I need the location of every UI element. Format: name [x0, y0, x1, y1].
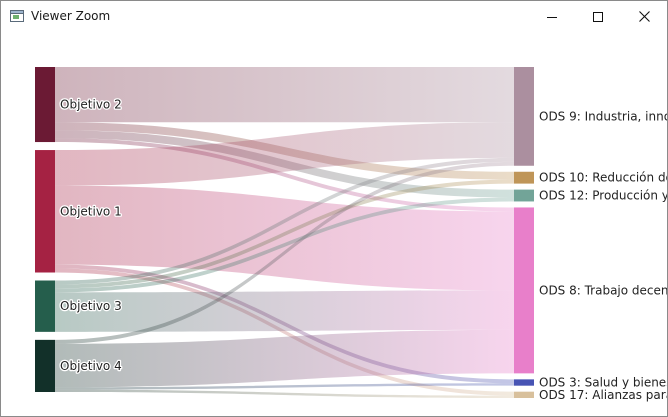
sankey-node-objetivo-3[interactable] — [35, 280, 55, 332]
sankey-source-label: Objetivo 3 — [60, 299, 122, 313]
sankey-source-label: Objetivo 4 — [60, 359, 122, 373]
sankey-target-label: ODS 10: Reducción de — [539, 171, 667, 185]
sankey-link-objetivo-1-to-ods-17-alianzas-para[interactable] — [55, 268, 514, 396]
sankey-node-ods-3-salud-y-bienestar[interactable] — [514, 379, 534, 386]
sankey-link-objetivo-3-to-ods-9-industria-innovaci-n[interactable] — [55, 157, 514, 285]
sankey-node-ods-12-producci-n-y[interactable] — [514, 189, 534, 202]
sankey-link-objetivo-4-to-ods-8-trabajo-decente[interactable] — [55, 329, 514, 388]
sankey-target-label: ODS 17: Alianzas para — [539, 388, 667, 402]
sankey-node-objetivo-2[interactable] — [35, 67, 55, 143]
minimize-button[interactable] — [529, 1, 575, 32]
maximize-button[interactable] — [575, 1, 621, 32]
maximize-icon — [593, 11, 603, 22]
sankey-link-objetivo-3-to-ods-12-producci-n-y[interactable] — [55, 197, 514, 293]
minimize-icon — [547, 16, 557, 18]
sankey-link-objetivo-1-to-ods-8-trabajo-decente[interactable] — [55, 185, 514, 291]
sankey-labels: Objetivo 2 Objetivo 1 Objetivo 3 Objetivo 4… — [59, 96, 667, 402]
sankey-target-label: ODS 3: Salud y bienestar — [539, 376, 667, 390]
chart-area: Objetivo 2 Objetivo 1 Objetivo 3 Objetivo 4… — [1, 32, 667, 416]
sankey-source-label: Objetivo 1 — [60, 204, 122, 218]
sankey-target-label: ODS 9: Industria, innovación — [539, 109, 667, 123]
sankey-node-ods-17-alianzas-para[interactable] — [514, 391, 534, 398]
sankey-link-objetivo-4-to-ods-17-alianzas-para[interactable] — [55, 389, 514, 398]
sankey-link-objetivo-2-to-ods-9-industria-innovaci-n[interactable] — [55, 67, 514, 123]
sankey-link-objetivo-4-to-ods-9-industria-innovaci-n[interactable] — [55, 161, 514, 344]
sankey-link-objetivo-4-to-ods-3-salud-y-bienestar[interactable] — [55, 383, 514, 390]
sankey-link-objetivo-2-to-ods-8-trabajo-decente[interactable] — [55, 138, 514, 212]
sankey-node-ods-8-trabajo-decente[interactable] — [514, 207, 534, 374]
sankey-node-objetivo-4[interactable] — [35, 339, 55, 392]
sankey-nodes — [35, 67, 534, 398]
title-bar[interactable]: Viewer Zoom — [1, 1, 667, 32]
sankey-node-objetivo-1[interactable] — [35, 150, 55, 273]
sankey-link-objetivo-1-to-ods-9-industria-innovaci-n[interactable] — [55, 122, 514, 186]
window-title: Viewer Zoom — [31, 9, 111, 23]
sankey-chart: Objetivo 2 Objetivo 1 Objetivo 3 Objetivo 4… — [35, 67, 667, 402]
sankey-links — [55, 67, 514, 398]
sankey-node-ods-10-reducci-n-de[interactable] — [514, 171, 534, 184]
sankey-node-ods-9-industria-innovaci-n[interactable] — [514, 67, 534, 166]
sankey-target-label: ODS 8: Trabajo decente — [539, 283, 667, 297]
close-icon — [638, 11, 650, 22]
close-button[interactable] — [621, 1, 667, 32]
sankey-target-label: ODS 12: Producción y — [539, 189, 667, 203]
sankey-link-objetivo-3-to-ods-8-trabajo-decente[interactable] — [55, 290, 514, 332]
sankey-link-objetivo-3-to-ods-10-reducci-n-de[interactable] — [55, 179, 514, 289]
sankey-source-label: Objetivo 2 — [60, 98, 122, 112]
app-window-icon — [10, 10, 24, 22]
